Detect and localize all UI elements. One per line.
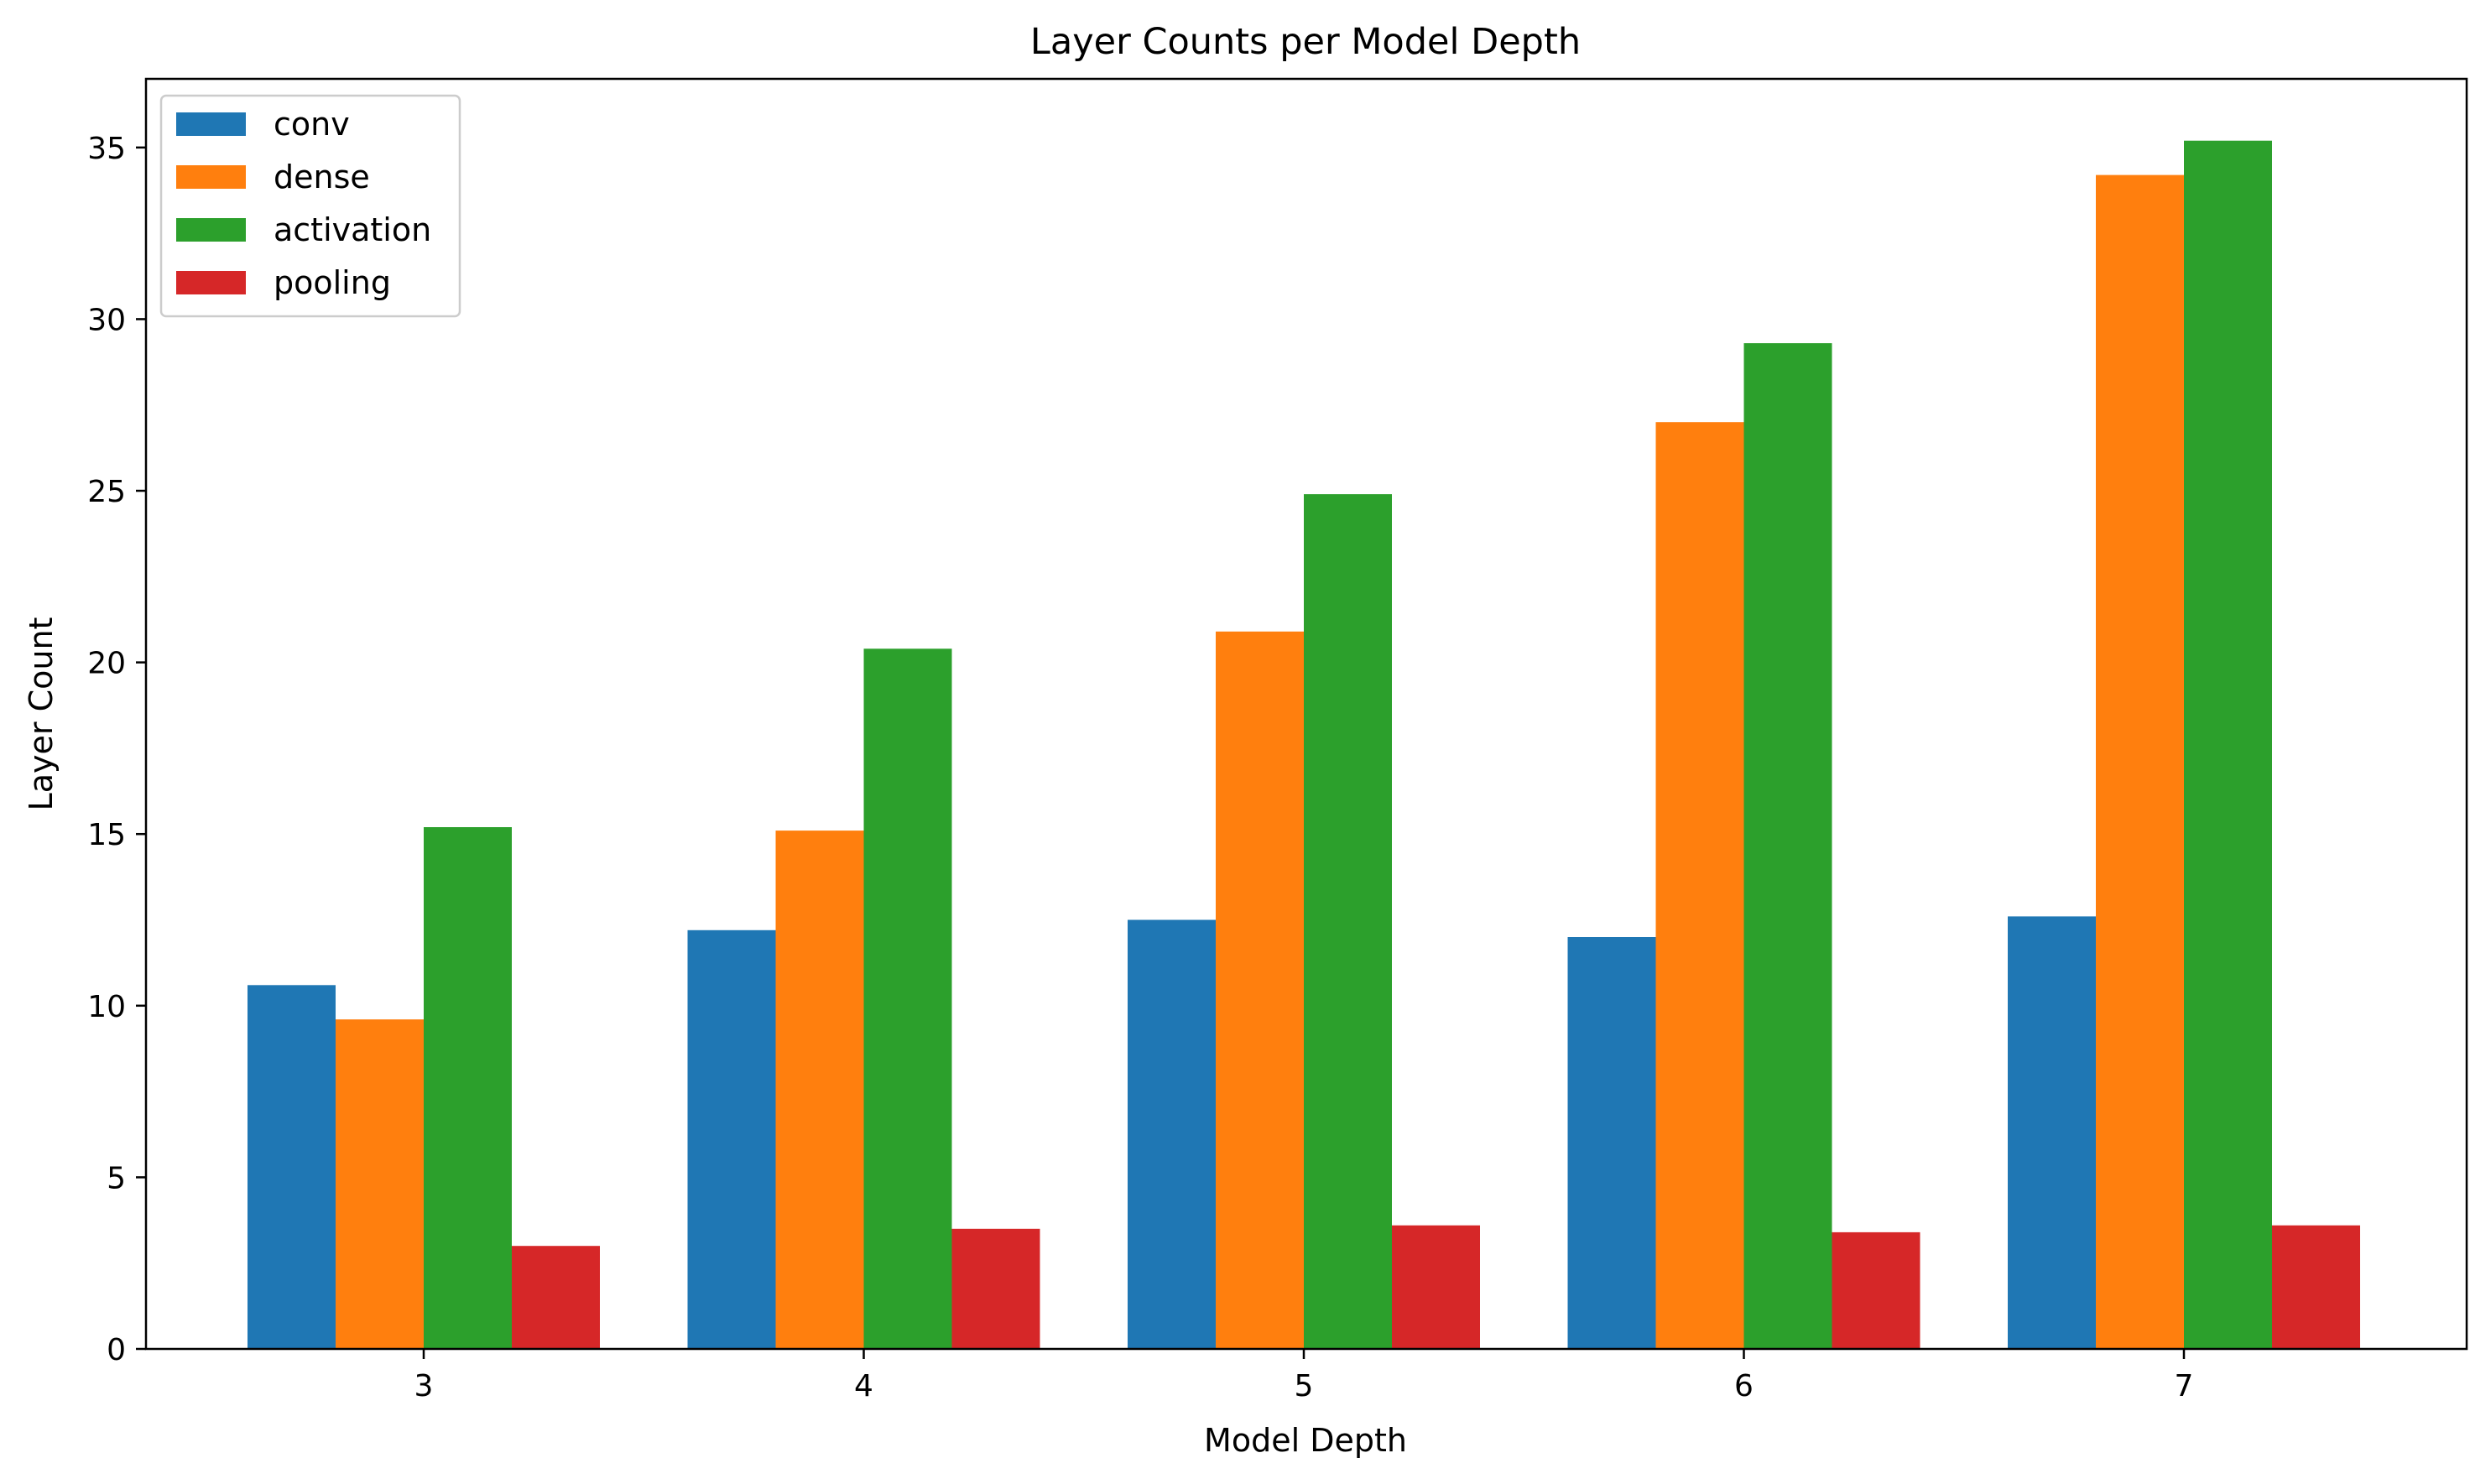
legend-swatch-activation (176, 218, 246, 242)
bar-dense-depth-5 (1216, 631, 1304, 1349)
bar-activation-depth-6 (1743, 343, 1832, 1350)
legend-label-conv: conv (274, 106, 350, 143)
bar-conv-depth-5 (1128, 919, 1216, 1349)
y-tick-label: 15 (87, 818, 126, 852)
legend-swatch-pooling (176, 271, 246, 294)
bar-conv-depth-6 (1567, 937, 1656, 1349)
legend-label-activation: activation (274, 211, 431, 248)
y-axis-ticks: 0 5 10 15 20 25 30 35 (87, 132, 146, 1367)
plot-area-frame (144, 77, 2468, 1351)
legend-box (159, 94, 461, 318)
bar-dense-depth-3 (336, 1019, 424, 1349)
bar-conv-depth-3 (248, 985, 336, 1349)
y-tick-label: 5 (107, 1161, 126, 1195)
legend: conv dense activation pooling (159, 94, 461, 318)
y-axis-label: Layer Count (23, 617, 60, 811)
y-tick-label: 30 (87, 303, 126, 337)
x-axis-label: Model Depth (1204, 1422, 1407, 1459)
y-tick-label: 25 (87, 475, 126, 509)
bar-pooling-depth-6 (1832, 1231, 1920, 1349)
x-tick-label: 6 (1734, 1369, 1754, 1403)
x-tick-label: 7 (2175, 1369, 2194, 1403)
y-tick-label: 10 (87, 990, 126, 1024)
legend-swatch-conv (176, 112, 246, 136)
bar-conv-depth-4 (687, 929, 776, 1349)
legend-swatch-dense (176, 165, 246, 189)
y-tick-label: 20 (87, 647, 126, 681)
bar-pooling-depth-5 (1392, 1225, 1480, 1349)
bar-dense-depth-4 (775, 831, 864, 1349)
bar-pooling-depth-7 (2272, 1225, 2360, 1349)
y-tick-label: 0 (107, 1333, 126, 1367)
x-tick-label: 5 (1295, 1369, 1314, 1403)
bar-dense-depth-6 (1655, 422, 1744, 1350)
legend-label-dense: dense (274, 159, 370, 195)
bar-dense-depth-7 (2096, 174, 2184, 1350)
x-axis-ticks: 3 4 5 6 7 (414, 1349, 2194, 1403)
y-tick-label: 35 (87, 132, 126, 166)
bar-activation-depth-3 (424, 827, 512, 1349)
x-tick-label: 3 (414, 1369, 434, 1403)
legend-label-pooling: pooling (274, 264, 391, 301)
bar-activation-depth-4 (863, 648, 952, 1349)
x-tick-label: 4 (854, 1369, 873, 1403)
bar-pooling-depth-4 (951, 1228, 1040, 1349)
bar-conv-depth-7 (2008, 916, 2096, 1349)
bar-activation-depth-7 (2184, 140, 2272, 1350)
bar-pooling-depth-3 (512, 1246, 600, 1349)
chart-title: Layer Counts per Model Depth (1030, 21, 1581, 63)
bar-activation-depth-5 (1304, 494, 1392, 1349)
bars-layer (248, 140, 2360, 1350)
